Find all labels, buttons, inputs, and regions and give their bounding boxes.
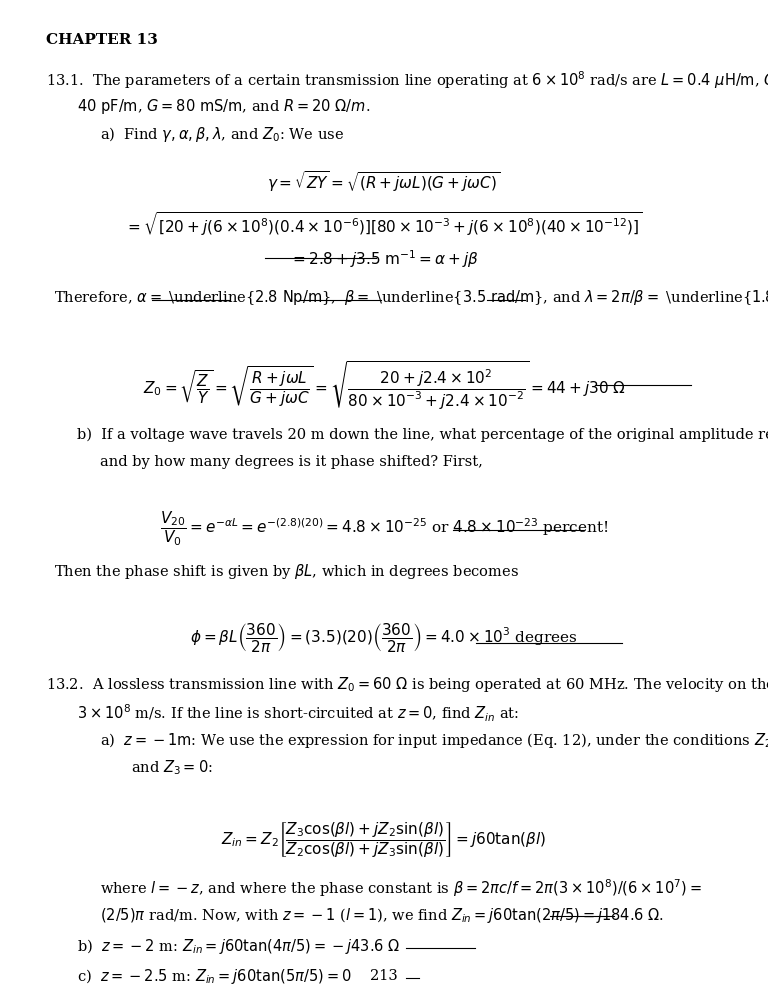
Text: $\phi = \beta L \left(\dfrac{360}{2\pi}\right) = (3.5)(20)\left(\dfrac{360}{2\pi: $\phi = \beta L \left(\dfrac{360}{2\pi}\… [190, 621, 578, 654]
Text: $40\ \mathrm{pF/m}$, $G = 80\ \mathrm{mS/m}$, and $R = 20\ \Omega/m$.: $40\ \mathrm{pF/m}$, $G = 80\ \mathrm{mS… [77, 97, 370, 116]
Text: 213: 213 [370, 969, 398, 983]
Text: 13.1.  The parameters of a certain transmission line operating at $6 \times 10^8: 13.1. The parameters of a certain transm… [46, 70, 768, 91]
Text: $(2/5)\pi$ rad/m. Now, with $z = -1$ ($l = 1$), we find $Z_{in} = j60\tan(2\pi/5: $(2/5)\pi$ rad/m. Now, with $z = -1$ ($l… [100, 906, 664, 924]
Text: Therefore, $\alpha =$ \underline{$2.8\ \mathrm{Np/m}$},  $\beta =$ \underline{$3: Therefore, $\alpha =$ \underline{$2.8\ \… [54, 288, 768, 307]
Text: $\dfrac{V_{20}}{V_0} = e^{-\alpha L} = e^{-(2.8)(20)} = 4.8 \times 10^{-25}$ or : $\dfrac{V_{20}}{V_0} = e^{-\alpha L} = e… [160, 510, 608, 548]
Text: a)  $z = -1\mathrm{m}$: We use the expression for input impedance (Eq. 12), unde: a) $z = -1\mathrm{m}$: We use the expres… [100, 731, 768, 749]
Text: and $Z_3 = 0$:: and $Z_3 = 0$: [131, 758, 212, 777]
Text: a)  Find $\gamma, \alpha, \beta, \lambda$, and $Z_0$: We use: a) Find $\gamma, \alpha, \beta, \lambda$… [100, 125, 344, 144]
Text: $Z_{in} = Z_2 \left[\dfrac{Z_3\cos(\beta l) + jZ_2\sin(\beta l)}{Z_2\cos(\beta l: $Z_{in} = Z_2 \left[\dfrac{Z_3\cos(\beta… [221, 820, 547, 859]
Text: $= \sqrt{[20 + j(6 \times 10^8)(0.4 \times 10^{-6})][80 \times 10^{-3} + j(6 \ti: $= \sqrt{[20 + j(6 \times 10^8)(0.4 \tim… [125, 211, 643, 239]
Text: $= 2.8 + j3.5\ \mathrm{m}^{-1} = \alpha + j\beta$: $= 2.8 + j3.5\ \mathrm{m}^{-1} = \alpha … [290, 248, 478, 270]
Text: CHAPTER 13: CHAPTER 13 [46, 33, 158, 47]
Text: where $l = -z$, and where the phase constant is $\beta = 2\pi c/f = 2\pi(3 \time: where $l = -z$, and where the phase cons… [100, 878, 702, 900]
Text: and by how many degrees is it phase shifted? First,: and by how many degrees is it phase shif… [100, 455, 483, 469]
Text: 13.2.  A lossless transmission line with $Z_0 = 60\ \Omega$ is being operated at: 13.2. A lossless transmission line with … [46, 675, 768, 694]
Text: c)  $z = -2.5$ m: $Z_{in} = j60\tan(5\pi/5) = 0$: c) $z = -2.5$ m: $Z_{in} = j60\tan(5\pi/… [77, 967, 352, 986]
Text: $3 \times 10^8$ m/s. If the line is short-circuited at $z = 0$, find $Z_{in}$ at: $3 \times 10^8$ m/s. If the line is shor… [77, 703, 519, 725]
Text: $\gamma = \sqrt{ZY} = \sqrt{(R + j\omega L)(G + j\omega C)}$: $\gamma = \sqrt{ZY} = \sqrt{(R + j\omega… [267, 169, 501, 194]
Text: $Z_0 = \sqrt{\dfrac{Z}{Y}} = \sqrt{\dfrac{R + j\omega L}{G + j\omega C}} = \sqrt: $Z_0 = \sqrt{\dfrac{Z}{Y}} = \sqrt{\dfra… [143, 360, 625, 413]
Text: b)  $z = -2$ m: $Z_{in} = j60\tan(4\pi/5) = -j43.6\ \Omega$: b) $z = -2$ m: $Z_{in} = j60\tan(4\pi/5)… [77, 937, 400, 956]
Text: b)  If a voltage wave travels 20 m down the line, what percentage of the origina: b) If a voltage wave travels 20 m down t… [77, 427, 768, 441]
Text: Then the phase shift is given by $\beta L$, which in degrees becomes: Then the phase shift is given by $\beta … [54, 562, 519, 580]
